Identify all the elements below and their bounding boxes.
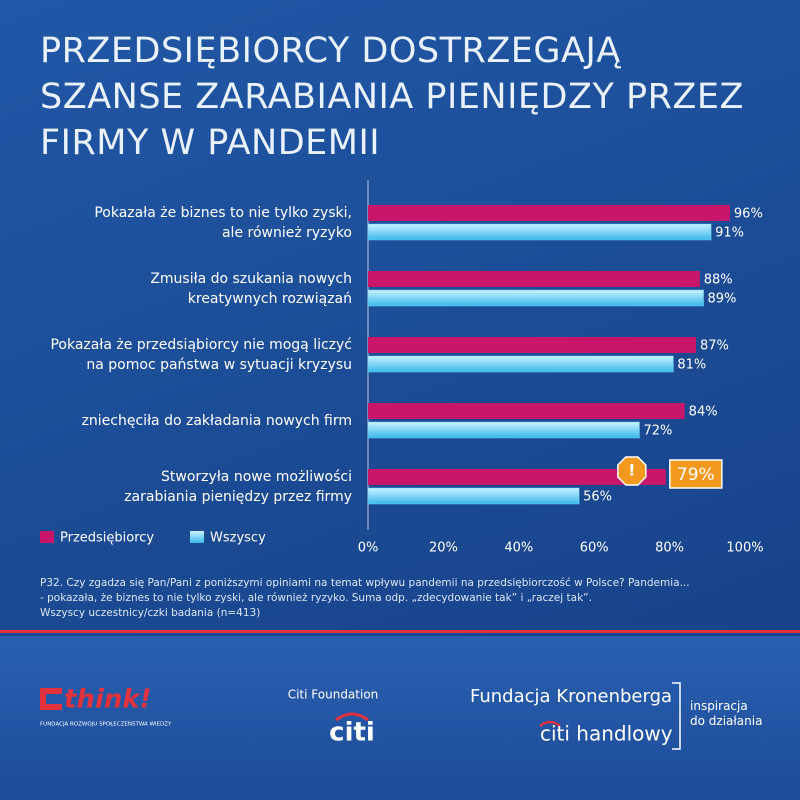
value-label: 81% [677,358,706,373]
logo-text: Citi Foundation [288,688,379,702]
value-label: 87% [700,339,729,354]
bracket [672,682,681,750]
value-label: 72% [643,424,672,439]
citi-arc [539,720,561,728]
logo-text: citi handlowy [540,722,673,746]
bar [368,403,685,419]
x-tick-label: 0% [358,541,379,556]
divider [0,630,800,633]
bar [368,205,730,221]
category-label: Pokazała że biznes to nie tylko zyski, a… [94,204,352,241]
bar [367,289,704,307]
bar [368,469,666,485]
bar [368,337,696,353]
value-label: 84% [689,405,718,420]
x-tick-label: 80% [655,541,684,556]
value-label: 88% [704,273,733,288]
value-label: 91% [715,226,744,241]
logo-text: think! [64,685,152,715]
category-label: Stworzyła nowe możliwości zarabiania pie… [124,468,352,505]
logo-text: inspiracja do działania [690,699,762,728]
value-label: 89% [708,292,737,307]
warning-mark: ! [628,461,635,480]
highlight-box [669,459,723,489]
title: PRZEDSIĘBIORCY DOSTRZEGAJĄ SZANSE ZARABI… [40,31,744,163]
value-label: 56% [583,490,612,505]
bar [367,487,580,505]
category-label: Zmusiła do szukania nowych kreatywnych r… [150,270,352,307]
bar [368,271,700,287]
bar [367,223,712,241]
x-tick-label: 60% [580,541,609,556]
logo-text: Fundacja Kronenberga [470,686,672,707]
bar [367,355,674,373]
bar [367,421,640,439]
x-tick-label: 20% [429,541,458,556]
x-tick-label: 40% [504,541,533,556]
category-label: Pokazała że przedsiąbiorcy nie mogą licz… [50,336,352,373]
value-label: 96% [734,207,763,222]
logo-subtitle: FUNDACJA ROZWOJU SPOŁECZEŃSTWA WIEDZY [40,721,172,728]
legend-swatch [190,531,204,543]
value-label: 79% [677,465,715,485]
legend-label: Przedsiębiorcy [60,531,154,546]
think-logo: think! FUNDACJA ROZWOJU SPOŁECZEŃSTWA WI… [40,685,172,728]
category-label: zniechęciła do zakładania nowych firm [81,412,352,429]
footer-band [0,636,800,800]
footnote: P32. Czy zgadza się Pan/Pani z poniższym… [40,577,690,619]
legend-swatch [40,531,54,543]
legend-label: Wszyscy [210,531,266,546]
logo-text: citi [329,718,375,748]
x-tick-label: 100% [726,541,763,556]
warning-icon [617,456,647,486]
citi-arc [335,712,369,722]
